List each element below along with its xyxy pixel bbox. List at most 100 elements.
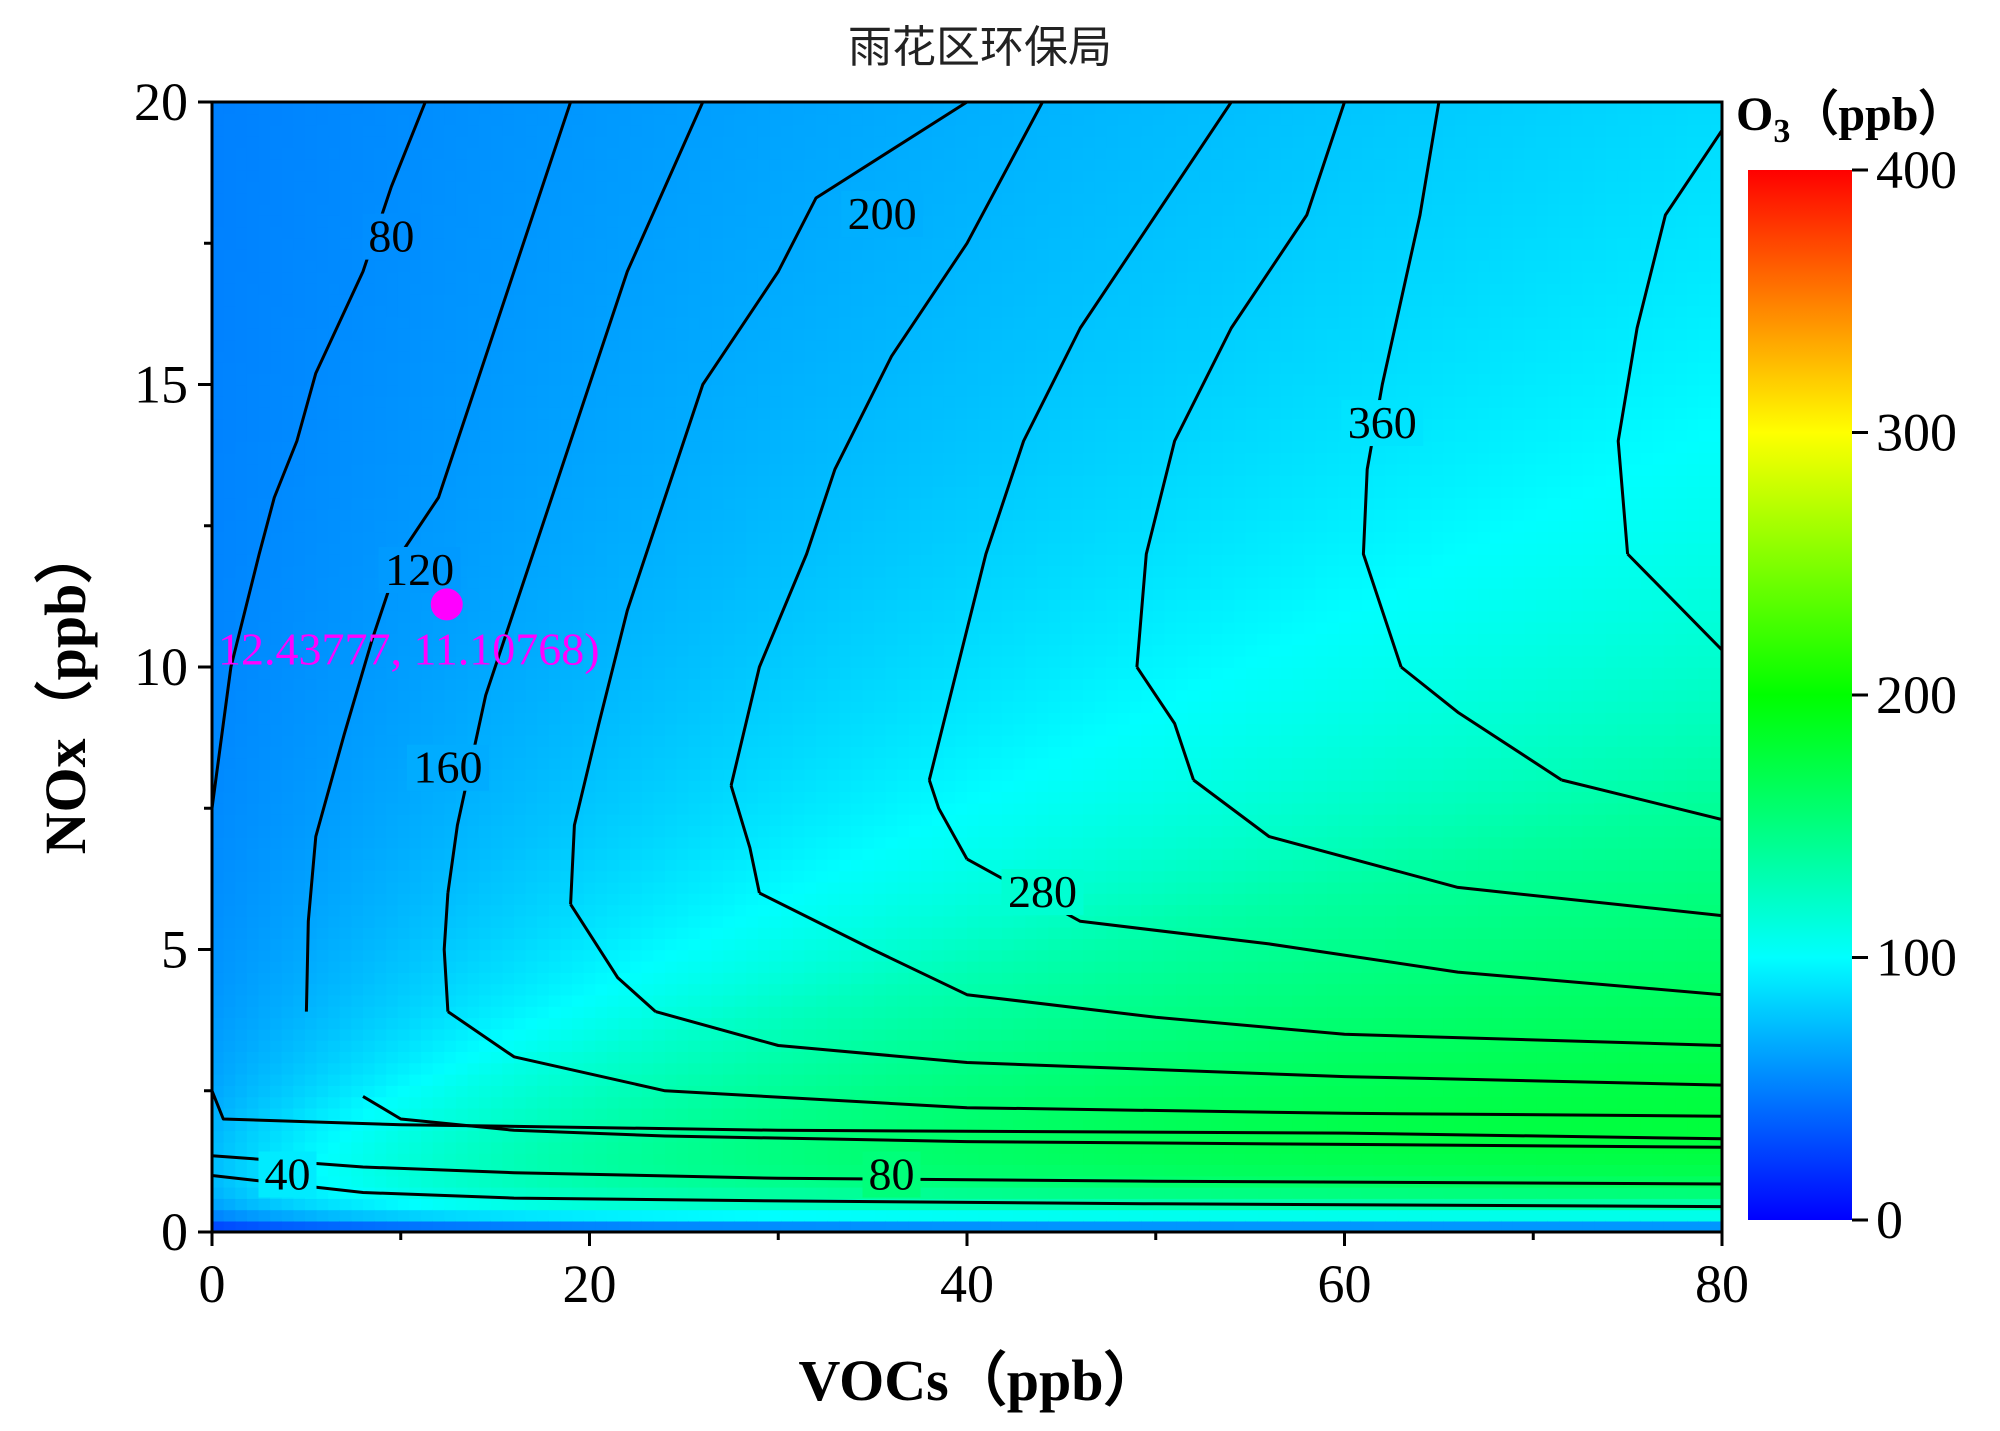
heat-cell <box>757 746 771 759</box>
heat-cell <box>525 418 539 431</box>
heat-cell <box>723 169 736 182</box>
heat-cell <box>711 983 724 996</box>
heat-cell <box>339 915 353 928</box>
heat-cell <box>653 1096 666 1109</box>
heat-cell <box>676 949 690 962</box>
heat-cell <box>711 102 724 115</box>
heat-cell <box>548 1175 562 1188</box>
heat-cell <box>363 1085 376 1098</box>
heat-cell <box>757 915 771 928</box>
heat-cell <box>769 169 782 182</box>
heat-cell <box>374 791 388 804</box>
heat-cell <box>525 407 539 420</box>
heat-cell <box>351 1028 364 1041</box>
heat-cell <box>339 689 353 702</box>
heat-cell <box>757 1186 771 1199</box>
heat-cell <box>397 791 411 804</box>
heat-cell <box>711 1062 724 1075</box>
heat-cell <box>653 361 666 374</box>
heat-cell <box>537 350 550 363</box>
heat-cell <box>560 339 573 352</box>
heat-cell <box>514 893 527 906</box>
heat-cell <box>223 508 237 521</box>
heat-cell <box>421 181 434 194</box>
heat-cell <box>270 395 283 408</box>
heat-cell <box>723 441 736 454</box>
heat-cell <box>757 723 771 736</box>
heat-cell <box>618 452 631 465</box>
heat-cell <box>270 158 283 171</box>
heat-cell <box>363 305 376 318</box>
heat-cell <box>723 135 736 148</box>
heat-cell <box>630 203 643 216</box>
heat-cell <box>246 373 260 386</box>
heat-cell <box>212 565 225 578</box>
heat-cell <box>757 565 771 578</box>
heat-cell <box>525 621 539 634</box>
heat-cell <box>560 226 573 239</box>
heat-cell <box>537 463 550 476</box>
heat-cell <box>699 554 713 567</box>
heat-cell <box>421 294 434 307</box>
heat-cell <box>595 361 608 374</box>
heat-cell <box>351 813 364 826</box>
heat-cell <box>467 441 480 454</box>
heat-cell <box>339 746 353 759</box>
heat-cell <box>711 1028 724 1041</box>
heat-cell <box>374 113 388 126</box>
heat-cell <box>223 463 237 476</box>
heat-cell <box>316 1085 329 1098</box>
heat-cell <box>572 215 585 228</box>
heat-cell <box>270 260 283 273</box>
heat-cell <box>479 621 492 634</box>
heat-cell <box>270 429 283 442</box>
heat-cell <box>328 520 341 533</box>
heat-cell <box>676 158 690 171</box>
heat-cell <box>455 373 469 386</box>
heat-cell <box>514 271 527 284</box>
heat-cell <box>258 1062 271 1075</box>
heat-cell <box>270 633 283 646</box>
heat-cell <box>525 802 539 815</box>
heat-cell <box>560 497 573 510</box>
heat-cell <box>653 486 666 499</box>
heat-cell <box>572 700 585 713</box>
heat-cell <box>235 1107 248 1120</box>
heat-cell <box>328 135 341 148</box>
heat-cell <box>270 825 283 838</box>
heat-cell <box>479 813 492 826</box>
heat-cell <box>490 395 504 408</box>
heat-cell <box>711 1051 724 1064</box>
heat-cell <box>281 994 295 1007</box>
heat-cell <box>665 847 678 860</box>
heat-cell <box>246 1186 260 1199</box>
heat-cell <box>572 1096 585 1109</box>
heat-cell <box>769 938 782 951</box>
heat-cell <box>537 237 550 250</box>
heat-cell <box>246 441 260 454</box>
heat-cell <box>351 1096 364 1109</box>
heat-cell <box>514 667 527 680</box>
heat-cell <box>514 847 527 860</box>
heat-cell <box>351 113 364 126</box>
heat-cell <box>502 746 515 759</box>
heat-cell <box>363 1220 376 1232</box>
heat-cell <box>560 802 573 815</box>
heat-cell <box>769 508 782 521</box>
heat-cell <box>223 1130 237 1143</box>
heat-cell <box>223 565 237 578</box>
heat-cell <box>711 452 724 465</box>
heat-cell <box>328 994 341 1007</box>
heat-cell <box>455 689 469 702</box>
heat-cell <box>560 644 573 657</box>
heat-cell <box>572 135 585 148</box>
heat-cell <box>258 700 271 713</box>
heat-cell <box>304 463 318 476</box>
heat-cell <box>235 994 248 1007</box>
heat-cell <box>397 1220 411 1232</box>
heat-cell <box>455 294 469 307</box>
heat-cell <box>339 339 353 352</box>
heat-cell <box>641 610 655 623</box>
heat-cell <box>386 361 399 374</box>
heat-cell <box>339 621 353 634</box>
